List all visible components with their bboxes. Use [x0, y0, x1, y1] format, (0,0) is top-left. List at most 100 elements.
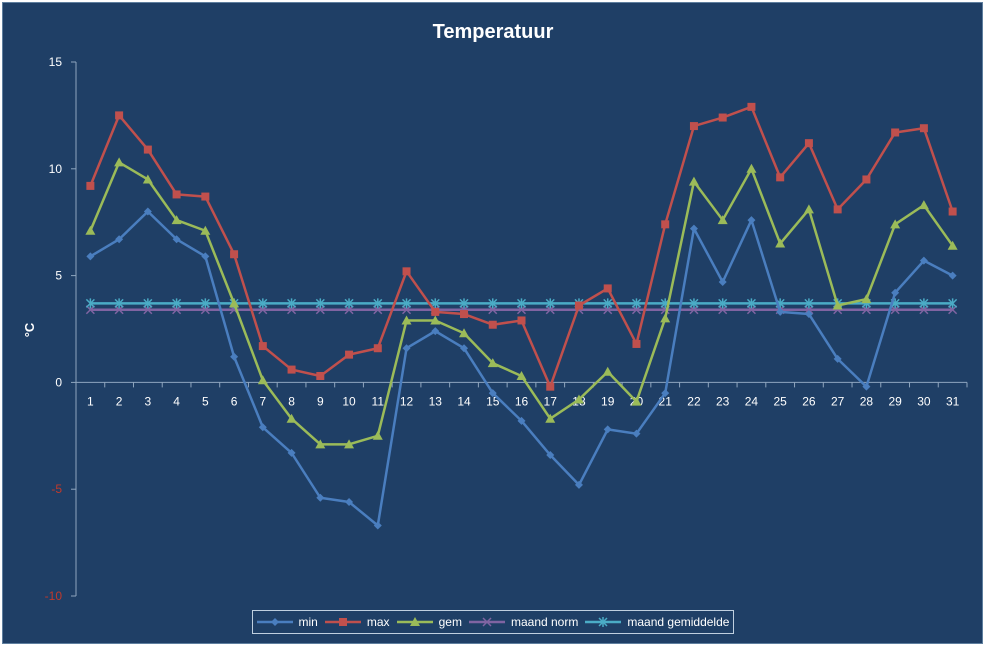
y-tick-label: 0 [55, 375, 62, 389]
data-point-gem [372, 430, 383, 440]
data-point-max [632, 339, 641, 348]
data-point-max [172, 190, 181, 199]
x-tick-label: 6 [231, 394, 238, 408]
data-point-gem [545, 413, 556, 423]
data-point-gem [200, 225, 211, 235]
data-point-gem [602, 366, 613, 376]
x-tick-label: 26 [802, 394, 816, 408]
data-point-max [891, 128, 900, 137]
data-point-gem [861, 294, 872, 304]
y-tick-label: -5 [51, 482, 62, 496]
data-point-gem [660, 313, 671, 323]
data-point-maand-norm [114, 305, 124, 315]
data-point-min [661, 389, 670, 398]
data-point-gem [688, 176, 699, 186]
x-tick-label: 3 [145, 394, 152, 408]
data-point-maand-norm [402, 305, 412, 315]
legend-swatch-marker [482, 617, 492, 627]
data-point-maand-norm [861, 305, 871, 315]
data-point-max [833, 205, 842, 214]
data-point-maand-gemiddelde [344, 298, 354, 309]
data-point-gem [229, 298, 240, 308]
series-max [86, 102, 957, 391]
x-tick-label: 10 [342, 394, 356, 408]
legend-label: gem [438, 615, 462, 629]
data-point-maand-gemiddelde [948, 298, 958, 309]
legend-swatch-maand-norm [468, 617, 505, 627]
data-point-min [948, 271, 957, 280]
data-point-maand-gemiddelde [287, 298, 297, 309]
data-point-min [718, 278, 727, 287]
data-point-gem [746, 163, 757, 173]
data-point-maand-gemiddelde [804, 298, 814, 309]
data-point-max [287, 365, 296, 374]
data-point-min [402, 344, 411, 353]
data-point-min [230, 352, 239, 361]
legend-swatch-gem [396, 617, 433, 626]
data-point-maand-gemiddelde [631, 298, 641, 309]
data-point-max [373, 344, 382, 353]
series-line-max [89, 105, 954, 388]
data-point-min [201, 252, 210, 261]
data-point-maand-gemiddelde [919, 298, 929, 309]
data-point-min [574, 480, 583, 489]
y-tick-label: -10 [45, 589, 63, 603]
data-point-max [258, 342, 267, 351]
data-point-min [460, 344, 469, 353]
legend-item-gem: gem [396, 615, 462, 629]
legend-label: max [366, 615, 390, 629]
data-point-max [747, 102, 756, 111]
data-point-max [948, 207, 957, 216]
data-point-maand-gemiddelde [373, 298, 383, 309]
x-tick-label: 24 [745, 394, 759, 408]
legend-swatch-max [324, 618, 361, 626]
data-point-gem [114, 157, 125, 167]
x-tick-label: 29 [888, 394, 902, 408]
data-point-maand-gemiddelde [459, 298, 469, 309]
x-tick-label: 25 [773, 394, 787, 408]
data-point-gem [832, 300, 843, 310]
data-point-maand-gemiddelde [85, 298, 95, 309]
data-point-min [689, 224, 698, 233]
data-point-gem [947, 240, 958, 250]
data-point-min [517, 416, 526, 425]
data-point-maand-gemiddelde [689, 298, 699, 309]
series-layer [85, 102, 958, 530]
data-point-min [833, 354, 842, 363]
data-point-maand-gemiddelde [718, 298, 728, 309]
legend-label: min [298, 615, 318, 629]
data-point-gem [775, 238, 786, 248]
x-tick-label: 8 [288, 394, 295, 408]
legend-label: maand gemiddelde [627, 615, 730, 629]
data-point-min [632, 429, 641, 438]
data-point-min [115, 235, 124, 244]
data-point-gem [573, 394, 584, 404]
data-point-maand-gemiddelde [516, 298, 527, 309]
data-point-maand-norm [287, 305, 297, 315]
data-point-maand-gemiddelde [172, 298, 182, 309]
x-tick-label: 27 [831, 394, 845, 408]
x-tick-label: 2 [116, 394, 123, 408]
data-point-gem [344, 439, 355, 449]
data-point-maand-gemiddelde [603, 298, 613, 309]
data-point-maand-norm [919, 305, 929, 315]
data-point-maand-norm [603, 305, 613, 315]
data-point-maand-gemiddelde [402, 298, 412, 309]
legend-swatch-marker [270, 618, 279, 626]
data-point-maand-norm [85, 305, 95, 315]
data-point-maand-norm [516, 305, 527, 315]
data-point-max [431, 307, 440, 316]
data-point-max [201, 192, 210, 201]
series-maand-norm [85, 305, 958, 315]
data-point-min [546, 451, 555, 460]
data-point-maand-norm [315, 305, 325, 315]
legend-swatch-min [256, 618, 293, 626]
x-tick-label: 19 [601, 394, 615, 408]
data-point-max [661, 220, 670, 229]
data-point-gem [803, 204, 814, 214]
data-point-max [402, 267, 411, 276]
data-point-min [891, 288, 900, 297]
data-point-gem [487, 358, 498, 368]
data-point-max [804, 139, 813, 148]
